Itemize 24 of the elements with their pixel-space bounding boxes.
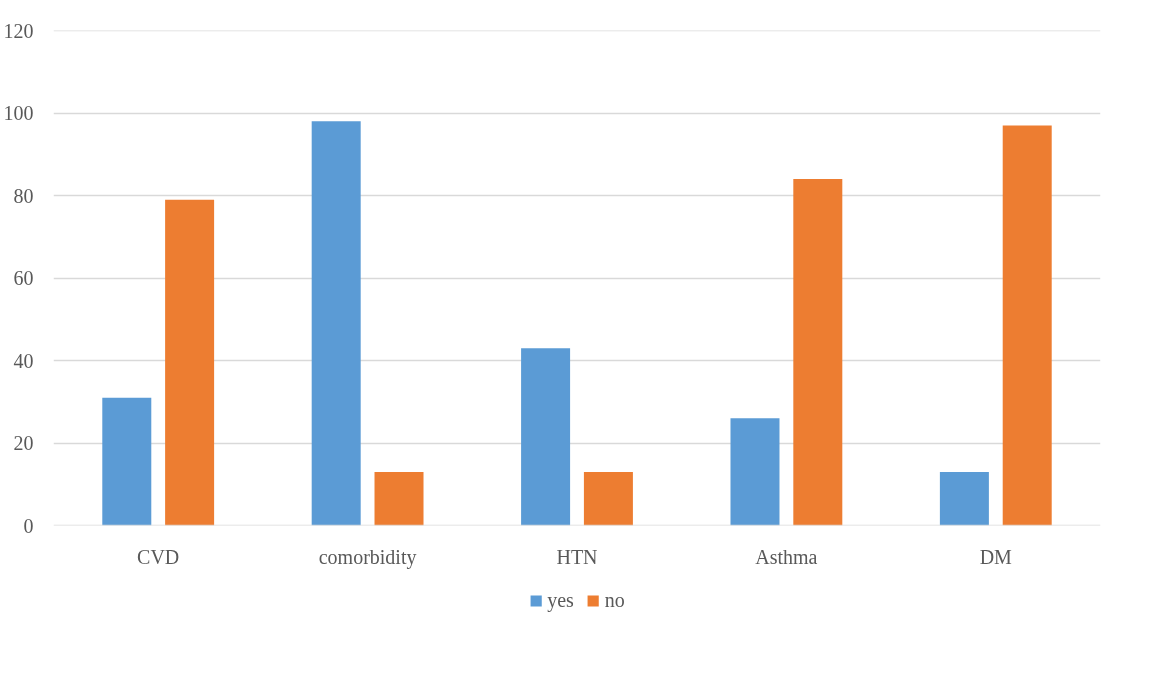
y-tick-label: 60 bbox=[13, 267, 34, 289]
bar bbox=[311, 121, 361, 526]
bar bbox=[793, 179, 843, 526]
y-tick-label: 100 bbox=[3, 102, 34, 124]
x-tick-label: HTN bbox=[556, 545, 598, 568]
y-tick-label: 80 bbox=[13, 184, 34, 207]
x-tick-label: Asthma bbox=[755, 545, 818, 568]
y-tick-label: 120 bbox=[3, 19, 34, 42]
bar bbox=[374, 471, 424, 526]
bar bbox=[1002, 125, 1052, 526]
y-tick-label: 0 bbox=[23, 514, 34, 537]
y-tick-label: 20 bbox=[13, 432, 34, 454]
bar bbox=[102, 397, 152, 526]
bar bbox=[583, 471, 633, 526]
y-tick-label: 40 bbox=[13, 349, 34, 372]
bar bbox=[165, 199, 215, 526]
legend-label: yes bbox=[547, 588, 574, 612]
bar bbox=[939, 471, 989, 526]
legend-label: no bbox=[604, 588, 625, 612]
bar bbox=[521, 348, 571, 526]
x-tick-label: DM bbox=[979, 545, 1013, 568]
bar bbox=[730, 418, 780, 526]
x-tick-label: comorbidity bbox=[318, 545, 417, 569]
x-tick-label: CVD bbox=[137, 545, 180, 568]
